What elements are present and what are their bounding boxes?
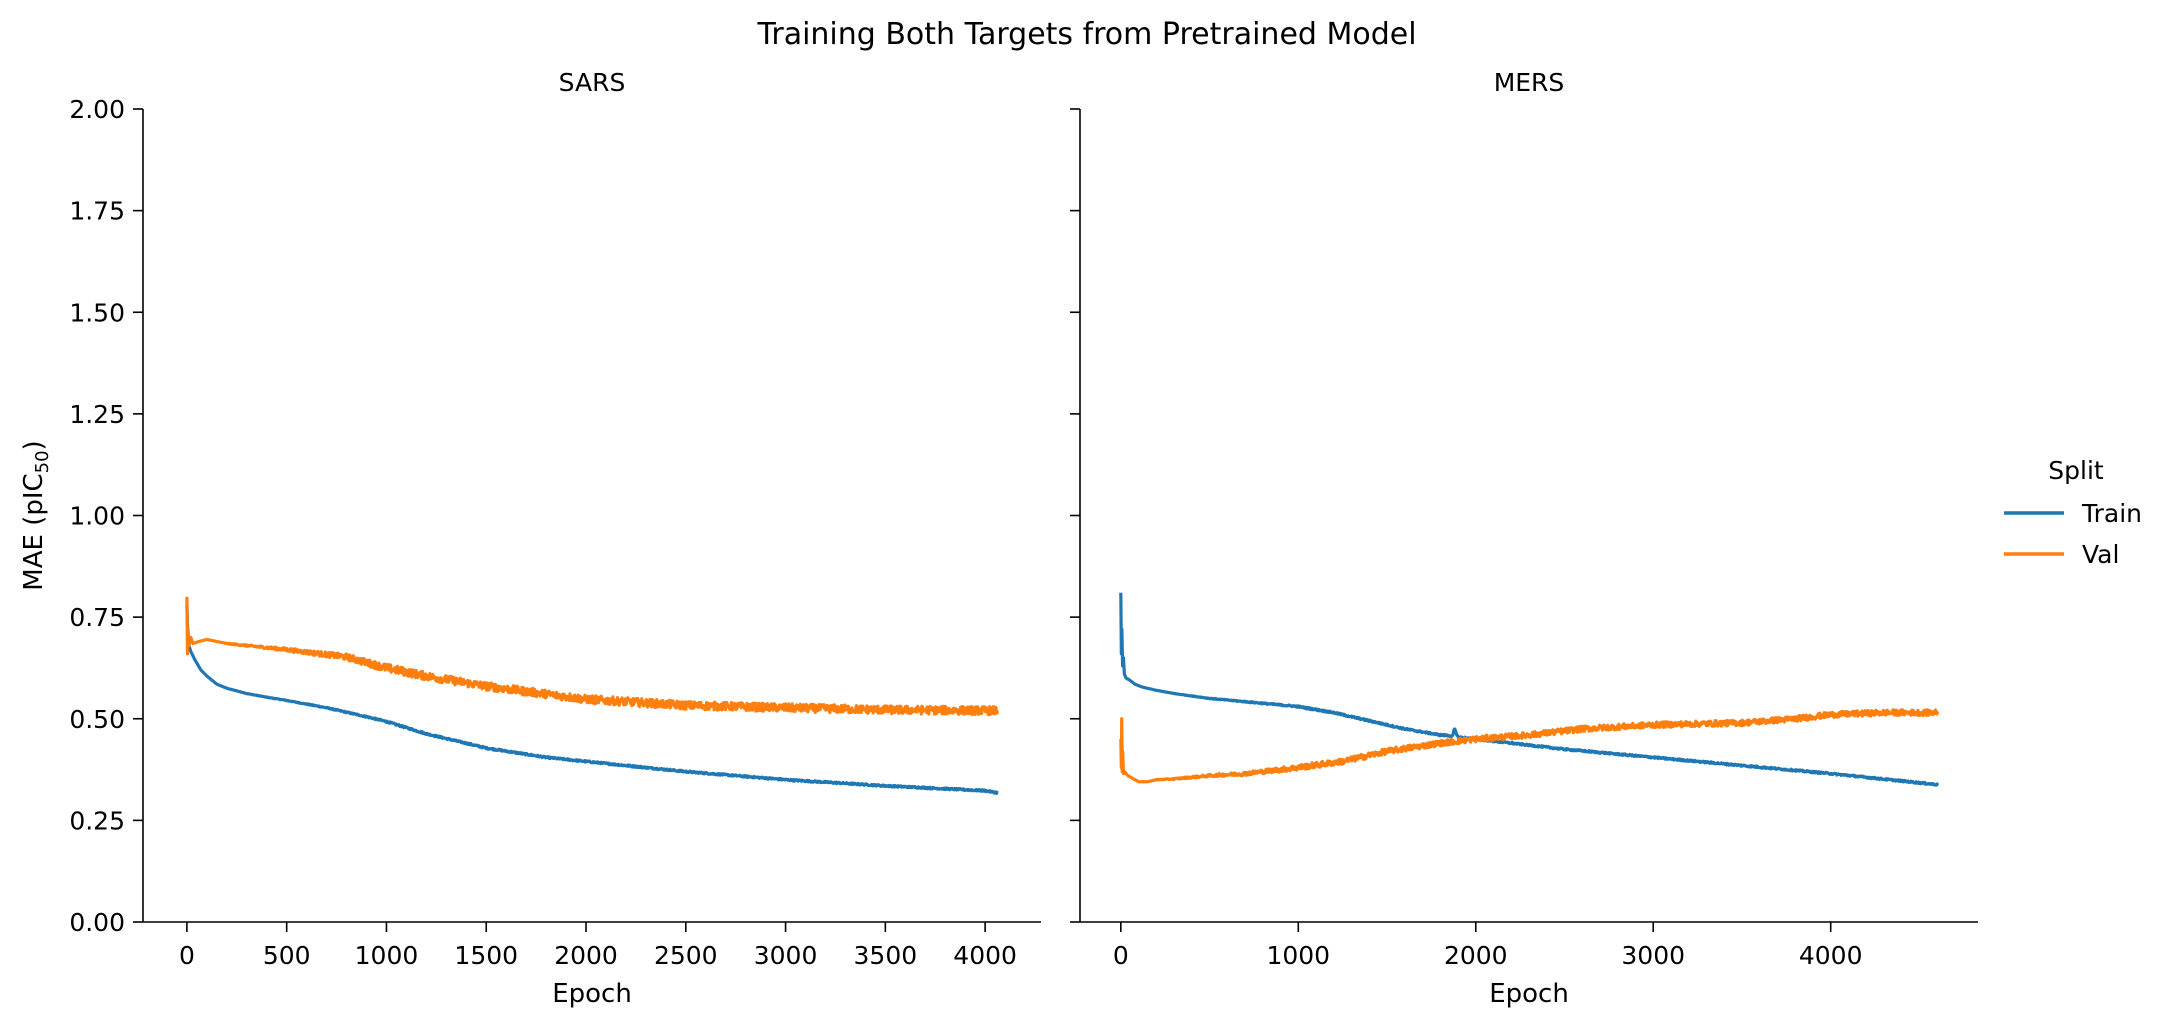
panel-title: MERS [1494, 68, 1565, 97]
y-tick-label: 0.75 [69, 603, 125, 632]
series-line-train [1119, 592, 1939, 787]
x-tick-label: 3000 [754, 941, 818, 970]
x-axis-label: Epoch [552, 979, 632, 1009]
x-tick-label: 0 [179, 941, 195, 970]
x-tick-label: 3500 [854, 941, 918, 970]
series-line-val [1119, 708, 1939, 784]
y-tick-label: 0.00 [69, 908, 125, 937]
x-tick-label: 0 [1113, 941, 1129, 970]
x-tick-label: 2000 [554, 941, 618, 970]
x-tick-label: 500 [263, 941, 311, 970]
panel-title: SARS [559, 68, 626, 97]
sars-panel: SARS 0 500 1000 1500 2000 2500 3000 3500 4000 Epoc… [19, 68, 1041, 1009]
y-tick-label: 0.25 [69, 806, 125, 835]
x-tick-label: 2000 [1444, 941, 1508, 970]
mers-panel: MERS 0 1000 2000 3000 4000 Epoch [1070, 68, 1978, 1009]
x-tick-label: 2500 [654, 941, 718, 970]
y-tick-label: 1.25 [69, 400, 125, 429]
y-tick-label: 1.75 [69, 197, 125, 226]
x-tick-label: 1000 [1266, 941, 1330, 970]
x-axis-label: Epoch [1489, 979, 1569, 1009]
x-tick-label: 3000 [1621, 941, 1685, 970]
y-tick-label: 1.00 [69, 502, 125, 531]
series-line-train [185, 604, 999, 795]
legend-train-label: Train [2081, 499, 2142, 528]
x-tick-label: 1000 [355, 941, 419, 970]
figure-title: Training Both Targets from Pretrained Mo… [756, 17, 1416, 52]
x-tick-label: 4000 [1799, 941, 1863, 970]
x-tick-label: 1500 [454, 941, 518, 970]
y-axis-label: MAE (pIC50) [19, 440, 53, 590]
legend-val-label: Val [2082, 540, 2119, 569]
y-tick-label: 2.00 [69, 95, 125, 124]
y-tick-label: 1.50 [69, 298, 125, 327]
legend-title: Split [2048, 456, 2104, 485]
x-tick-label: 4000 [953, 941, 1017, 970]
series-line-val [185, 596, 999, 717]
y-tick-label: 0.50 [69, 705, 125, 734]
legend: Split Train Val [2004, 456, 2142, 569]
